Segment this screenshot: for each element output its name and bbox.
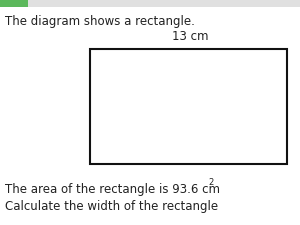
Text: The area of the rectangle is 93.6 cm: The area of the rectangle is 93.6 cm	[5, 182, 220, 195]
Bar	[0, 0, 28, 8]
Text: 13 cm: 13 cm	[172, 30, 208, 43]
Text: Calculate the width of the rectangle: Calculate the width of the rectangle	[5, 199, 218, 212]
Text: The diagram shows a rectangle.: The diagram shows a rectangle.	[5, 16, 195, 28]
Bar	[0, 0, 300, 8]
Bar	[90, 50, 287, 164]
Text: 2: 2	[208, 177, 213, 186]
